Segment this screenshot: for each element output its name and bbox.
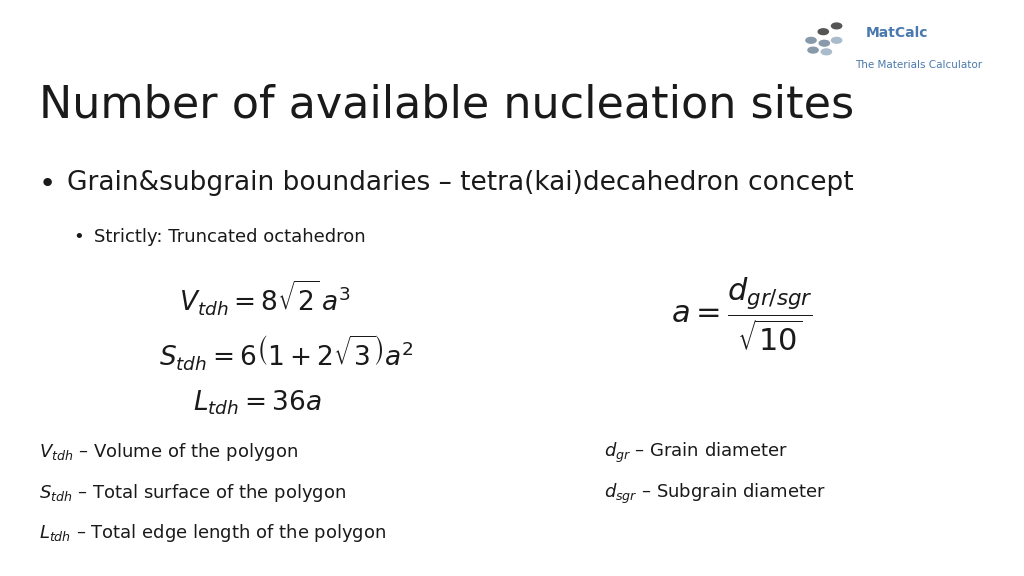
Text: $L_{tdh} = 36a$: $L_{tdh} = 36a$: [193, 389, 321, 417]
Circle shape: [818, 29, 828, 35]
Text: MatCalc: MatCalc: [865, 26, 928, 40]
Text: $V_{tdh}$ – Volume of the polygon: $V_{tdh}$ – Volume of the polygon: [39, 441, 298, 463]
Text: $S_{tdh} = 6\left(1 + 2\sqrt{3}\right)a^2$: $S_{tdh} = 6\left(1 + 2\sqrt{3}\right)a^…: [159, 334, 414, 373]
Circle shape: [819, 40, 829, 46]
Text: $a = \dfrac{d_{gr/sgr}}{\sqrt{10}}$: $a = \dfrac{d_{gr/sgr}}{\sqrt{10}}$: [671, 275, 812, 353]
Text: $L_{tdh}$ – Total edge length of the polygon: $L_{tdh}$ – Total edge length of the pol…: [39, 522, 386, 544]
Text: $d_{sgr}$ – Subgrain diameter: $d_{sgr}$ – Subgrain diameter: [604, 482, 826, 506]
Circle shape: [806, 37, 816, 43]
Circle shape: [831, 23, 842, 29]
Text: $d_{gr}$ – Grain diameter: $d_{gr}$ – Grain diameter: [604, 441, 787, 465]
Text: •: •: [74, 228, 84, 245]
Text: $V_{tdh} = 8\sqrt{2}\,a^3$: $V_{tdh} = 8\sqrt{2}\,a^3$: [179, 279, 351, 319]
Text: $S_{tdh}$ – Total surface of the polygon: $S_{tdh}$ – Total surface of the polygon: [39, 482, 346, 504]
Text: The Materials Calculator: The Materials Calculator: [855, 60, 982, 70]
Text: •: •: [39, 170, 56, 198]
Text: Strictly: Truncated octahedron: Strictly: Truncated octahedron: [94, 228, 366, 245]
Text: Grain&subgrain boundaries – tetra(kai)decahedron concept: Grain&subgrain boundaries – tetra(kai)de…: [67, 170, 853, 196]
Text: Number of available nucleation sites: Number of available nucleation sites: [39, 84, 854, 127]
Circle shape: [831, 37, 842, 43]
Circle shape: [821, 49, 831, 55]
Circle shape: [808, 47, 818, 53]
